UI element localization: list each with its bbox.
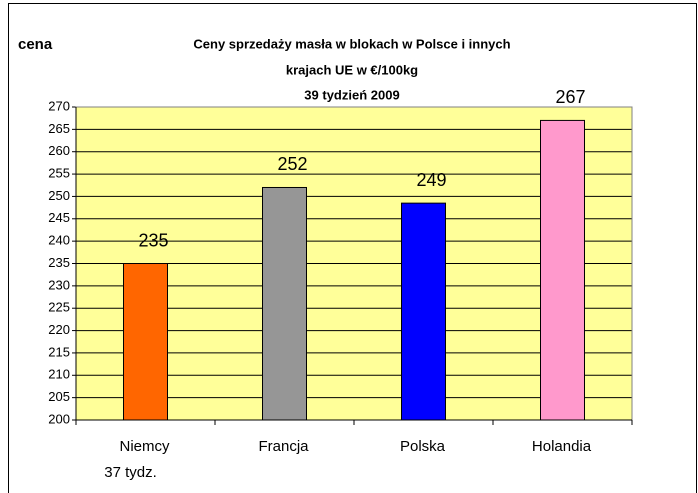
y-tick-label: 240 xyxy=(48,233,70,248)
y-tick-label: 205 xyxy=(48,389,70,404)
y-tick-label: 215 xyxy=(48,344,70,359)
y-tick-label: 245 xyxy=(48,210,70,225)
y-axis-label: cena xyxy=(18,36,53,53)
chart-title: krajach UE w €/100kg xyxy=(286,62,418,77)
bar xyxy=(123,263,168,421)
y-tick-label: 200 xyxy=(48,411,70,426)
x-tick-label: Polska xyxy=(400,438,446,455)
x-tick-label: Niemcy xyxy=(119,438,170,455)
x-tick-label: Holandia xyxy=(532,438,592,455)
bar xyxy=(401,202,446,421)
y-tick-label: 225 xyxy=(48,300,70,315)
y-tick-label: 220 xyxy=(48,322,70,337)
y-tick-label: 250 xyxy=(48,188,70,203)
chart-title: 39 tydzień 2009 xyxy=(304,87,399,102)
bar xyxy=(262,186,307,421)
y-tick-label: 270 xyxy=(48,98,70,113)
y-tick-label: 210 xyxy=(48,367,70,382)
y-tick-label: 260 xyxy=(48,143,70,158)
x-annotation: 37 tydz. xyxy=(104,464,157,481)
x-tick-label: Francja xyxy=(258,438,309,455)
data-label: 267 xyxy=(555,87,585,107)
data-label: 235 xyxy=(138,230,168,250)
y-tick-label: 265 xyxy=(48,121,70,136)
data-label: 252 xyxy=(277,154,307,174)
data-label: 249 xyxy=(416,170,446,190)
y-tick-label: 255 xyxy=(48,166,70,181)
chart-title: Ceny sprzedaży masła w blokach w Polsce … xyxy=(193,36,510,51)
y-tick-label: 230 xyxy=(48,277,70,292)
y-tick-label: 235 xyxy=(48,255,70,270)
bar xyxy=(540,119,585,421)
